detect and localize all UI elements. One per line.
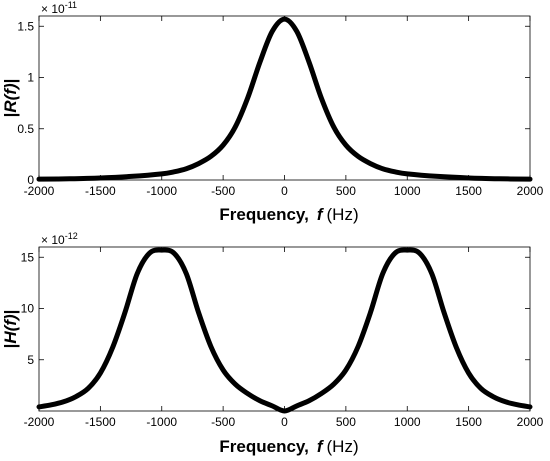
y-tick-label: 0.5 [17, 122, 34, 136]
series-line [36, 247, 533, 414]
plot-area-frame [38, 15, 531, 181]
y-tick-label: 1.5 [17, 19, 34, 33]
x-tick-label: 1500 [455, 184, 482, 198]
series-line [36, 16, 533, 182]
plot-area-frame [38, 246, 531, 412]
y-tick-label: 15 [21, 250, 35, 264]
y-axis-ticks: 0 0.5 1 1.5 [17, 19, 530, 187]
y-axis-ticks: 5 10 15 [21, 250, 530, 367]
x-tick-label: -500 [211, 184, 235, 198]
x-tick-label: 500 [336, 184, 356, 198]
x-tick-label: -1500 [85, 415, 116, 429]
x-tick-label: 0 [281, 184, 288, 198]
y-tick-label: 5 [27, 353, 34, 367]
x-tick-label: -2000 [24, 184, 55, 198]
y-tick-label: 1 [27, 71, 34, 85]
x-tick-label: -500 [211, 415, 235, 429]
y-tick-label: 10 [21, 302, 35, 316]
x-tick-label: 0 [281, 415, 288, 429]
x-tick-label: 2000 [517, 415, 544, 429]
chart-h-of-f: -2000 -1500 -1000 -500 0 500 1000 1500 2000 5 10 1… [1, 231, 544, 456]
chart-r-of-f: -2000 -1500 -1000 -500 0 500 1000 1500 2000 0 0.5… [1, 0, 544, 224]
x-axis-ticks: -2000 -1500 -1000 -500 0 500 1000 1500 2000 [24, 16, 544, 198]
x-axis-label: Frequency, f (Hz) [219, 205, 358, 224]
x-tick-label: 1000 [394, 184, 421, 198]
x-tick-label: 1500 [455, 415, 482, 429]
x-tick-label: 500 [336, 415, 356, 429]
y-tick-label: 0 [27, 173, 34, 187]
y-multiplier: × 10-12 [41, 231, 78, 247]
x-tick-label: 2000 [517, 184, 544, 198]
y-multiplier: × 10-11 [41, 0, 77, 16]
x-axis-ticks: -2000 -1500 -1000 -500 0 500 1000 1500 2000 [24, 247, 544, 429]
x-axis-label: Frequency, f (Hz) [219, 437, 358, 456]
y-axis-label: |H(f)| [1, 310, 20, 349]
x-tick-label: -1000 [146, 184, 177, 198]
x-tick-label: -2000 [24, 415, 55, 429]
x-tick-label: -1000 [146, 415, 177, 429]
x-tick-label: 1000 [394, 415, 421, 429]
y-axis-label: |R(f)| [1, 79, 20, 118]
x-tick-label: -1500 [85, 184, 116, 198]
